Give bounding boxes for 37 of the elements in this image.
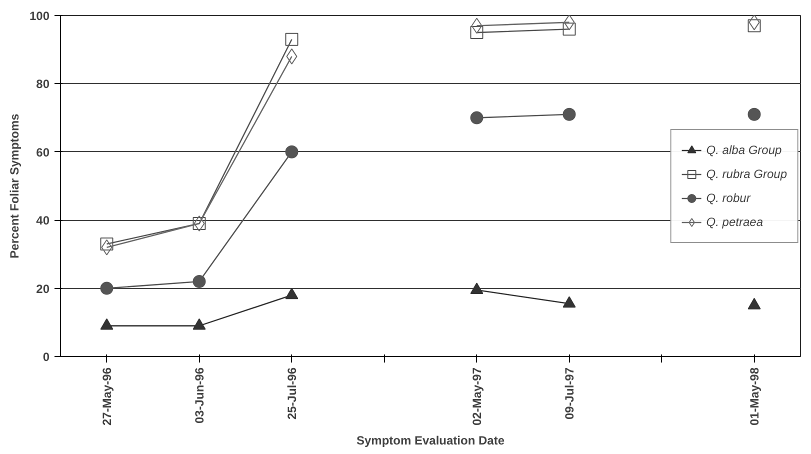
legend-label: Q. alba Group bbox=[706, 142, 782, 156]
x-tick-label: 09-Jul-97 bbox=[562, 367, 576, 420]
legend-label: Q. petraea bbox=[706, 214, 763, 228]
y-tick-label: 80 bbox=[36, 77, 50, 92]
point bbox=[748, 298, 761, 310]
y-tick-label: 20 bbox=[36, 282, 50, 296]
x-tick-label: 27-May-96 bbox=[100, 367, 114, 426]
point bbox=[470, 26, 484, 40]
point bbox=[192, 274, 206, 288]
point bbox=[100, 237, 114, 250]
y-tick-label: 0 bbox=[42, 350, 50, 364]
point bbox=[562, 296, 576, 308]
point bbox=[100, 282, 114, 295]
point bbox=[100, 318, 114, 330]
x-tick-label: 25-Jul-96 bbox=[284, 367, 299, 420]
x-tick-label: 01-May-98 bbox=[747, 367, 762, 426]
y-tick-label: 40 bbox=[36, 214, 50, 228]
point bbox=[748, 16, 760, 30]
x-tick-label: 03-Jun-96 bbox=[192, 367, 206, 424]
legend-label: Q. robur bbox=[706, 190, 750, 204]
x-tick-label: 02-May-97 bbox=[470, 367, 484, 426]
point bbox=[564, 16, 575, 30]
y-tick-label: 100 bbox=[29, 9, 50, 23]
point bbox=[192, 318, 206, 330]
x-axis-title: Symptom Evaluation Date bbox=[356, 434, 505, 448]
point bbox=[285, 32, 298, 46]
y-tick-label: 60 bbox=[36, 145, 50, 160]
legend-label: Q. rubra Group bbox=[706, 166, 787, 180]
point bbox=[285, 288, 298, 300]
point bbox=[562, 108, 576, 121]
point bbox=[470, 111, 484, 124]
point bbox=[748, 19, 761, 32]
point bbox=[748, 108, 761, 121]
point bbox=[285, 145, 298, 158]
point bbox=[562, 22, 576, 36]
y-axis-title: Percent Foliar Symptoms bbox=[7, 113, 22, 258]
point bbox=[470, 282, 484, 294]
